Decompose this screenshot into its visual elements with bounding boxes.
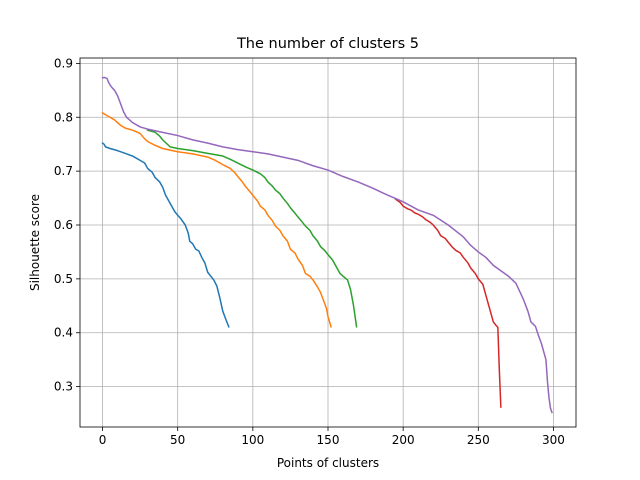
x-tick-label: 0 [99, 433, 107, 447]
grid [80, 58, 576, 427]
series-line-2 [101, 111, 332, 328]
y-tick-label: 0.9 [54, 56, 73, 70]
x-tick-label: 300 [542, 433, 565, 447]
series-lines [101, 76, 553, 414]
x-tick-label: 100 [241, 433, 264, 447]
x-tick-label: 150 [317, 433, 340, 447]
axis-ticks: 0 50 100 150 200 250 300 0.3 0.4 0.5 0.6 0.7 0.8 0.9 [54, 56, 565, 447]
y-tick-label: 0.8 [54, 110, 73, 124]
y-tick-label: 0.7 [54, 164, 73, 178]
y-tick-label: 0.6 [54, 218, 73, 232]
chart-title: The number of clusters 5 [236, 36, 419, 52]
y-tick-label: 0.3 [54, 380, 73, 394]
x-tick-label: 250 [467, 433, 490, 447]
x-axis-title: Points of clusters [277, 456, 379, 470]
y-tick-label: 0.4 [54, 326, 73, 340]
series-line-3 [146, 129, 358, 328]
series-line-4 [394, 198, 502, 408]
y-tick-label: 0.5 [54, 272, 73, 286]
y-axis-title: Silhouette score [28, 194, 42, 291]
x-tick-label: 50 [170, 433, 185, 447]
x-tick-label: 200 [392, 433, 415, 447]
series-line-1 [101, 142, 230, 328]
series-line-5 [101, 76, 553, 414]
